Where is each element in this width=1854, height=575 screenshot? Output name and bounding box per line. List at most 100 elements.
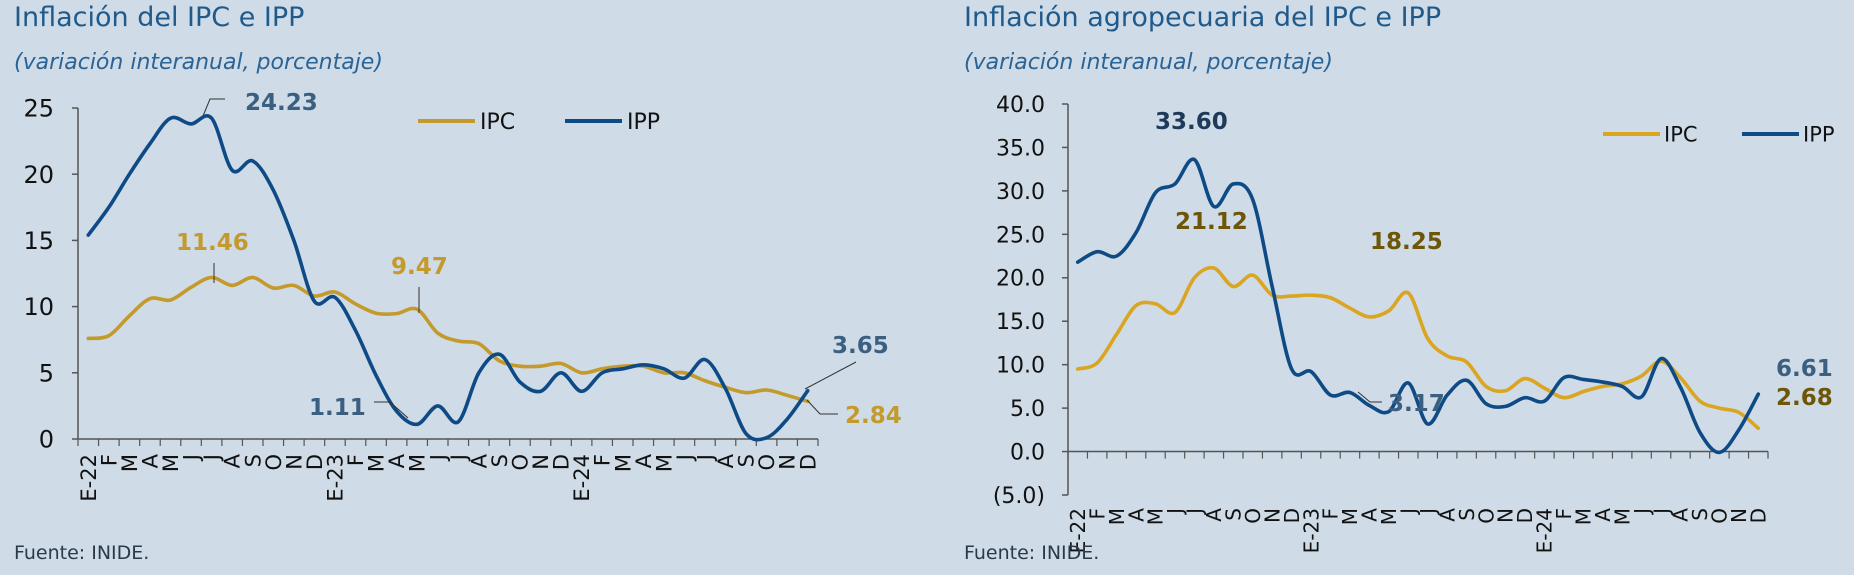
- x-tick-label: O: [1708, 508, 1732, 524]
- y-tick-label: 5: [39, 359, 54, 387]
- y-tick-label: 15.0: [996, 310, 1045, 335]
- x-tick-label: M: [1571, 508, 1595, 525]
- x-tick-label: E-24: [1533, 508, 1557, 553]
- x-tick-label: N: [282, 454, 306, 470]
- y-tick-label: 0.0: [1010, 440, 1045, 465]
- x-tick-label: S: [1221, 508, 1245, 521]
- y-tick-label: 25: [23, 95, 54, 123]
- data-label: 3.17: [1388, 391, 1445, 417]
- x-tick-label: E-22: [77, 454, 101, 502]
- chart-source: Fuente: INIDE.: [14, 542, 150, 564]
- y-tick-label: 0: [39, 426, 54, 454]
- x-tick-label: A: [632, 453, 656, 468]
- data-label: 24.23: [245, 90, 318, 116]
- annotation-leader-line: [202, 98, 225, 117]
- annotation-leader-line: [806, 399, 838, 415]
- chart-subtitle: (variación interanual, porcentaje): [14, 50, 383, 75]
- legend-label: IPP: [627, 110, 660, 135]
- x-tick-label: E-24: [570, 454, 594, 502]
- x-tick-label: A: [714, 453, 738, 468]
- x-tick-label: A: [467, 453, 491, 468]
- chart-title: Inflación del IPC e IPP: [14, 2, 305, 33]
- x-tick-label: J: [673, 454, 697, 462]
- x-tick-label: M: [1144, 508, 1168, 525]
- x-tick-label: M: [159, 454, 183, 472]
- data-label: 2.68: [1776, 385, 1833, 411]
- annotation-leader-line: [374, 401, 409, 419]
- x-tick-label: S: [488, 454, 512, 467]
- y-tick-label: 10.0: [996, 354, 1045, 379]
- series-line-ipp: [86, 114, 810, 442]
- x-tick-label: N: [1260, 508, 1284, 523]
- data-label: 18.25: [1370, 229, 1443, 255]
- x-tick-label: M: [652, 454, 676, 472]
- x-tick-label: M: [1610, 508, 1634, 525]
- x-tick-label: S: [241, 454, 265, 467]
- x-tick-label: M: [611, 454, 635, 472]
- x-tick-label: E-23: [324, 454, 348, 502]
- y-tick-label: 20: [23, 161, 54, 189]
- x-tick-label: J: [1396, 508, 1420, 516]
- legend-label: IPC: [480, 110, 515, 135]
- x-tick-label: A: [1435, 508, 1459, 522]
- data-label: 1.11: [309, 395, 366, 421]
- x-tick-label: F: [344, 454, 368, 466]
- x-tick-label: J: [1183, 508, 1207, 516]
- legend-label: IPP: [1803, 123, 1835, 147]
- chart-source: Fuente: INIDE.: [964, 542, 1100, 564]
- x-tick-label: A: [139, 453, 163, 468]
- y-tick-label: 35.0: [996, 136, 1045, 161]
- data-label: 3.65: [832, 333, 889, 359]
- x-tick-label: J: [447, 454, 471, 462]
- x-tick-label: M: [1377, 508, 1401, 525]
- x-tick-label: A: [1669, 508, 1693, 522]
- data-label: 33.60: [1155, 109, 1228, 135]
- legend-label: IPC: [1664, 123, 1698, 147]
- chart-subtitle: (variación interanual, porcentaje): [964, 50, 1333, 75]
- annotation-leader-line: [1357, 391, 1382, 403]
- y-tick-label: 15: [23, 227, 54, 255]
- data-label: 21.12: [1175, 209, 1248, 235]
- x-tick-label: A: [1202, 508, 1226, 522]
- y-tick-label: (5.0): [993, 484, 1045, 509]
- x-tick-label: F: [1319, 508, 1343, 520]
- chart-title: Inflación agropecuaria del IPC e IPP: [964, 2, 1442, 33]
- x-tick-label: J: [1163, 508, 1187, 516]
- x-tick-label: F: [1085, 508, 1109, 520]
- data-label: 2.84: [845, 403, 902, 429]
- y-tick-label: 10: [23, 293, 54, 321]
- x-tick-label: N: [1727, 508, 1751, 523]
- series-line-ipc: [86, 275, 810, 404]
- line-chart-ipc-ipp: 2520151050E-22FMAMJJASONDE-23FMAMJJASOND…: [23, 90, 902, 502]
- x-tick-label: A: [1591, 508, 1615, 522]
- series-line-ipc: [1075, 265, 1761, 431]
- x-tick-label: D: [796, 454, 820, 470]
- data-label: 11.46: [176, 230, 249, 256]
- x-tick-label: N: [1494, 508, 1518, 523]
- x-tick-label: D: [1513, 508, 1537, 523]
- x-tick-label: S: [735, 454, 759, 467]
- x-tick-label: D: [1280, 508, 1304, 523]
- y-tick-label: 20.0: [996, 267, 1045, 292]
- x-tick-label: J: [200, 454, 224, 462]
- x-tick-label: O: [262, 454, 286, 471]
- data-label: 9.47: [391, 254, 448, 280]
- x-tick-label: M: [1105, 508, 1129, 525]
- x-tick-label: M: [1338, 508, 1362, 525]
- y-tick-label: 5.0: [1010, 397, 1045, 422]
- x-tick-label: N: [776, 454, 800, 470]
- data-label: 6.61: [1776, 356, 1833, 382]
- line-chart-agro-ipc-ipp: 40.0 35.0 30.0 25.0 20.0 15.0 10.0 5.0 0.0 (5.0) E…: [993, 93, 1835, 553]
- x-tick-label: E-23: [1299, 508, 1323, 553]
- x-tick-label: O: [509, 454, 533, 471]
- x-tick-label: N: [529, 454, 553, 470]
- chart-panel-right: Inflación agropecuaria del IPC e IPP (va…: [950, 0, 1854, 575]
- x-tick-label: A: [1358, 508, 1382, 522]
- x-tick-label: A: [385, 453, 409, 468]
- x-tick-label: F: [1552, 508, 1576, 520]
- x-tick-label: A: [1124, 508, 1148, 522]
- y-tick-label: 30.0: [996, 180, 1045, 205]
- x-tick-label: J: [694, 454, 718, 462]
- x-tick-label: S: [1455, 508, 1479, 521]
- x-tick-label: D: [550, 454, 574, 470]
